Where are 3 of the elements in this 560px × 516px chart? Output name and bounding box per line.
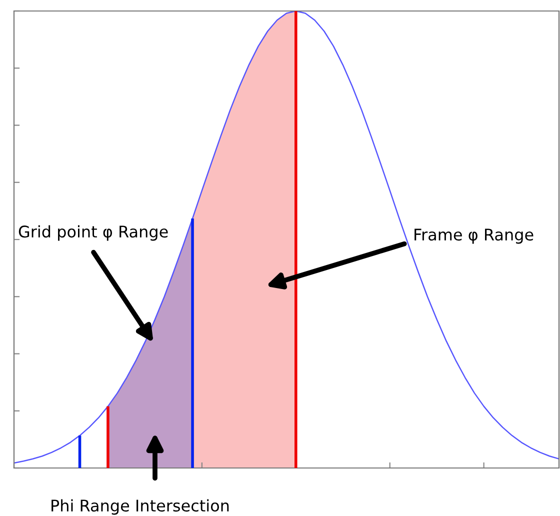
- text: Phi Range Intersection: [52, 499, 229, 515]
- annotation: Frame φ Range: [414, 228, 534, 244]
- annotation: Grid point φ Range: [18, 225, 168, 241]
